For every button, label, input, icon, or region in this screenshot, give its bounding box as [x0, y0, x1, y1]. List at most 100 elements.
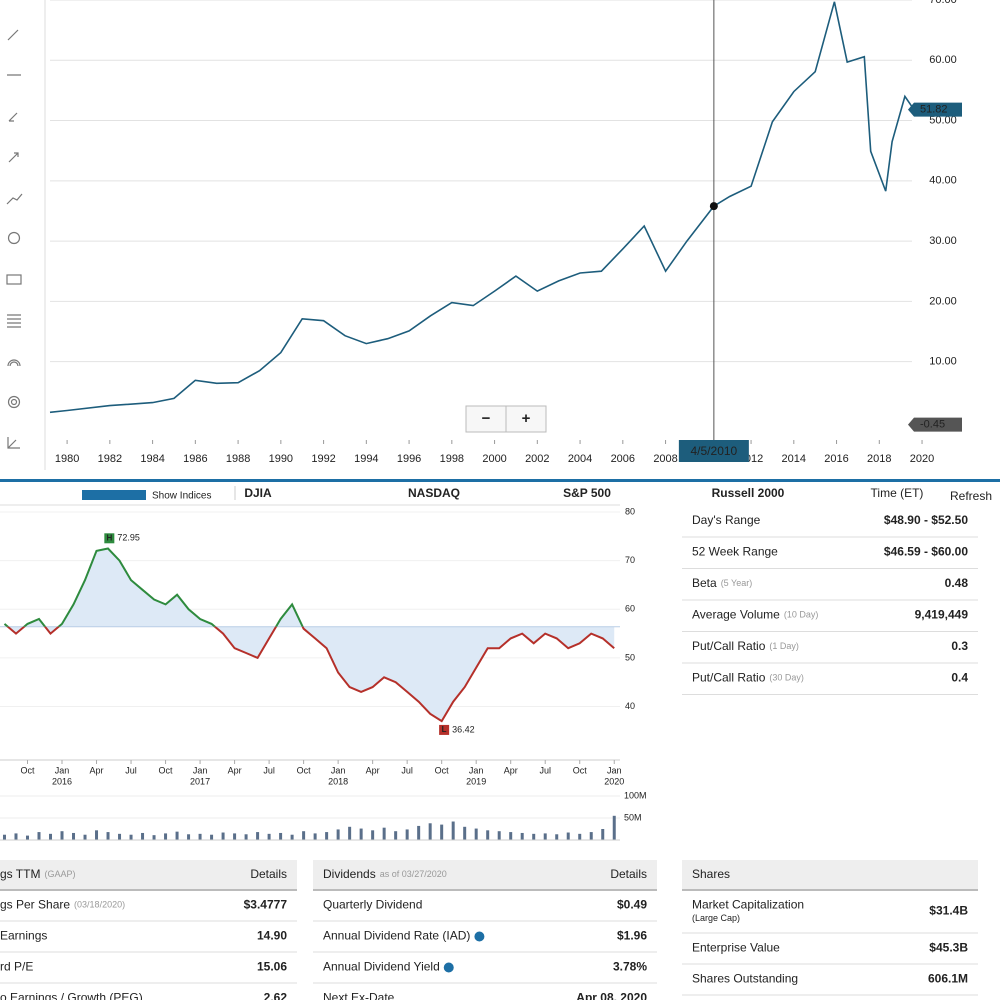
- price-line-up: [3, 547, 304, 627]
- x-tick-label: Jul: [539, 765, 551, 775]
- refresh[interactable]: Refresh: [950, 489, 992, 503]
- stat-name: Beta: [692, 576, 717, 590]
- volume-bar: [118, 833, 122, 840]
- tool-line[interactable]: [7, 29, 19, 41]
- volume-bar: [141, 832, 145, 840]
- panel-title-sub: (GAAP): [44, 869, 75, 879]
- help-icon[interactable]: [474, 931, 485, 942]
- y-tick-label: 20.00: [929, 295, 957, 307]
- baseline-area: [4, 548, 615, 722]
- row-name: Annual Dividend Yield: [323, 960, 440, 974]
- row-value: $0.49: [617, 898, 647, 912]
- low-tag-label: -0.45: [920, 419, 945, 431]
- row-name: Earnings: [0, 929, 47, 943]
- x-tick-label: 2000: [482, 453, 506, 465]
- volume-tick-label: 50M: [624, 812, 642, 822]
- volume-bar: [440, 824, 444, 840]
- tool-ray[interactable]: [8, 112, 18, 122]
- x-tick-label: 2014: [782, 453, 806, 465]
- show-indices[interactable]: Show Indices: [152, 491, 211, 502]
- stat-label: Average Volume (10 Day): [692, 608, 818, 622]
- tool-arrow[interactable]: [8, 152, 19, 163]
- price-tag: [908, 102, 962, 117]
- x-tick-year: 2019: [466, 776, 486, 786]
- x-tick-label: 1986: [183, 453, 207, 465]
- x-tick-label: Jan: [331, 765, 346, 775]
- row-label: Annual Dividend Yield: [323, 960, 440, 974]
- stat-sub: (10 Day): [784, 610, 819, 620]
- stat-value: $46.59 - $60.00: [884, 545, 968, 559]
- volume-bar: [348, 826, 352, 840]
- volume-bar: [221, 832, 225, 840]
- x-tick-label: Apr: [90, 765, 104, 775]
- volume-bar: [14, 833, 18, 840]
- tool-polyline[interactable]: [6, 193, 23, 205]
- volume-bar: [463, 826, 467, 840]
- volume-bar: [313, 833, 317, 840]
- x-tick-year: 2017: [190, 776, 210, 786]
- row-value: 2.62: [264, 991, 288, 1000]
- x-tick-label: Jul: [263, 765, 275, 775]
- volume-bar: [72, 832, 76, 840]
- volume-bar: [49, 833, 53, 840]
- crosshair-date-box: [678, 440, 749, 462]
- index-tab[interactable]: NASDAQ: [408, 486, 460, 500]
- y-tick-label: 40: [625, 701, 635, 711]
- row-name: Shares Outstanding: [692, 972, 798, 986]
- row-value: 14.90: [257, 929, 287, 943]
- y-tick-label: 60: [625, 604, 635, 614]
- x-tick-label: Apr: [366, 765, 380, 775]
- index-tab[interactable]: DJIA: [244, 486, 272, 500]
- row-label: Next Ex-Date: [323, 991, 395, 1000]
- row-value: $45.3B: [929, 941, 968, 955]
- details-link[interactable]: Details: [250, 867, 287, 881]
- volume-bar: [325, 832, 329, 840]
- x-tick-label: 1994: [354, 453, 378, 465]
- zoom-button[interactable]: +: [522, 410, 531, 427]
- volume-bar: [37, 832, 41, 840]
- volume-bar: [555, 834, 559, 840]
- volume-bar: [509, 832, 513, 840]
- volume-bar: [210, 834, 214, 840]
- x-tick-label: 2002: [525, 453, 549, 465]
- toolbar: [6, 0, 46, 470]
- volume-bar: [164, 833, 168, 840]
- panel-title-text: gs TTM: [0, 867, 40, 881]
- x-tick-label: Apr: [504, 765, 518, 775]
- price-line: [49, 1, 913, 414]
- y-tick-label: 10.00: [929, 356, 957, 368]
- help-icon[interactable]: [443, 962, 454, 973]
- tool-circle[interactable]: [7, 231, 21, 245]
- extreme-label: 72.95: [117, 533, 140, 543]
- tool-rect[interactable]: [6, 274, 22, 285]
- row-name: Annual Dividend Rate (IAD): [323, 929, 470, 943]
- row-label: Enterprise Value: [692, 941, 780, 955]
- tool-arc[interactable]: [7, 359, 21, 367]
- tool-angle[interactable]: [7, 437, 20, 449]
- zoom-button[interactable]: −: [482, 410, 491, 427]
- tool-target[interactable]: [7, 395, 21, 409]
- crosshair-date: 4/5/2010: [691, 444, 738, 458]
- stat-value: $48.90 - $52.50: [884, 513, 968, 527]
- volume-bar: [187, 834, 191, 840]
- volume-bar: [290, 834, 294, 840]
- row-label: Annual Dividend Rate (IAD): [323, 929, 470, 943]
- details-link[interactable]: Details: [610, 867, 647, 881]
- volume-bar: [520, 832, 524, 840]
- index-tab[interactable]: Russell 2000: [712, 486, 785, 500]
- volume-bar: [428, 823, 432, 840]
- volume-bar: [95, 830, 99, 840]
- volume-tick-label: 100M: [624, 790, 647, 800]
- index-tab[interactable]: S&P 500: [563, 486, 611, 500]
- volume-bar: [152, 835, 156, 840]
- extreme-marker-letter: H: [106, 533, 112, 542]
- stat-label: Day's Range: [692, 513, 761, 527]
- x-tick-label: 1982: [98, 453, 122, 465]
- x-tick-label: 1980: [55, 453, 79, 465]
- tool-fib[interactable]: [7, 314, 21, 328]
- volume-bar: [532, 833, 536, 840]
- volume-bar: [601, 829, 605, 840]
- extreme-marker: [439, 724, 450, 735]
- row-label: Earnings: [0, 929, 47, 943]
